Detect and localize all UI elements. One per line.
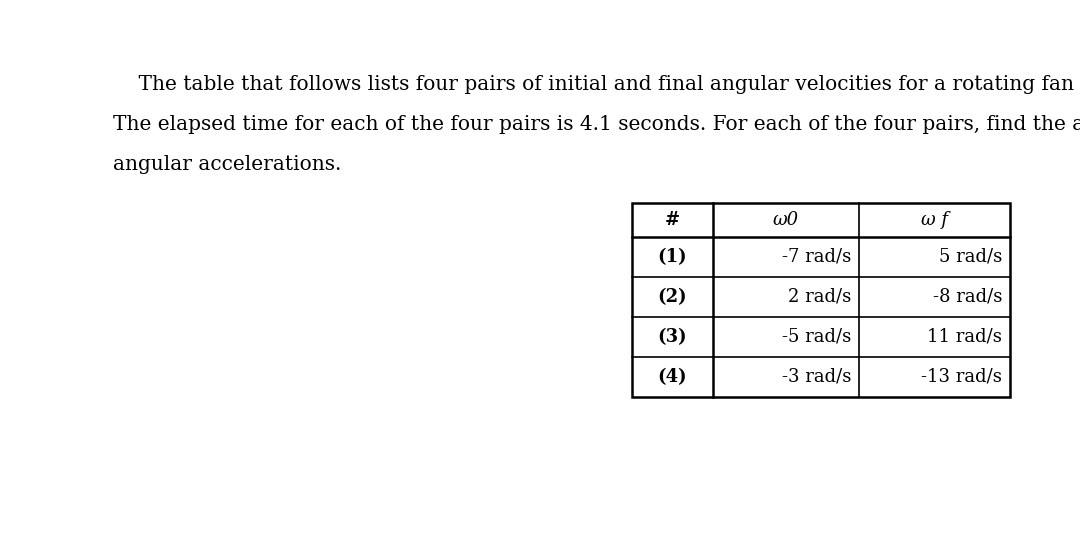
Text: -7 rad/s: -7 rad/s: [782, 248, 851, 266]
Bar: [632, 203, 1010, 397]
Text: -3 rad/s: -3 rad/s: [782, 368, 851, 386]
Text: (2): (2): [658, 288, 687, 306]
Text: -8 rad/s: -8 rad/s: [933, 288, 1002, 306]
Text: 11 rad/s: 11 rad/s: [928, 328, 1002, 346]
Text: -5 rad/s: -5 rad/s: [782, 328, 851, 346]
Text: 5 rad/s: 5 rad/s: [939, 248, 1002, 266]
Text: ω f: ω f: [920, 211, 948, 229]
Text: -13 rad/s: -13 rad/s: [921, 368, 1002, 386]
Text: The elapsed time for each of the four pairs is 4.1 seconds. For each of the four: The elapsed time for each of the four pa…: [113, 115, 1080, 134]
Text: The table that follows lists four pairs of initial and final angular velocities : The table that follows lists four pairs …: [113, 75, 1080, 94]
Text: (3): (3): [658, 328, 687, 346]
Text: angular accelerations.: angular accelerations.: [113, 155, 341, 174]
Text: ω0: ω0: [772, 211, 799, 229]
Text: #: #: [664, 211, 680, 229]
Text: (4): (4): [658, 368, 687, 386]
Text: 2 rad/s: 2 rad/s: [787, 288, 851, 306]
Text: (1): (1): [658, 248, 687, 266]
